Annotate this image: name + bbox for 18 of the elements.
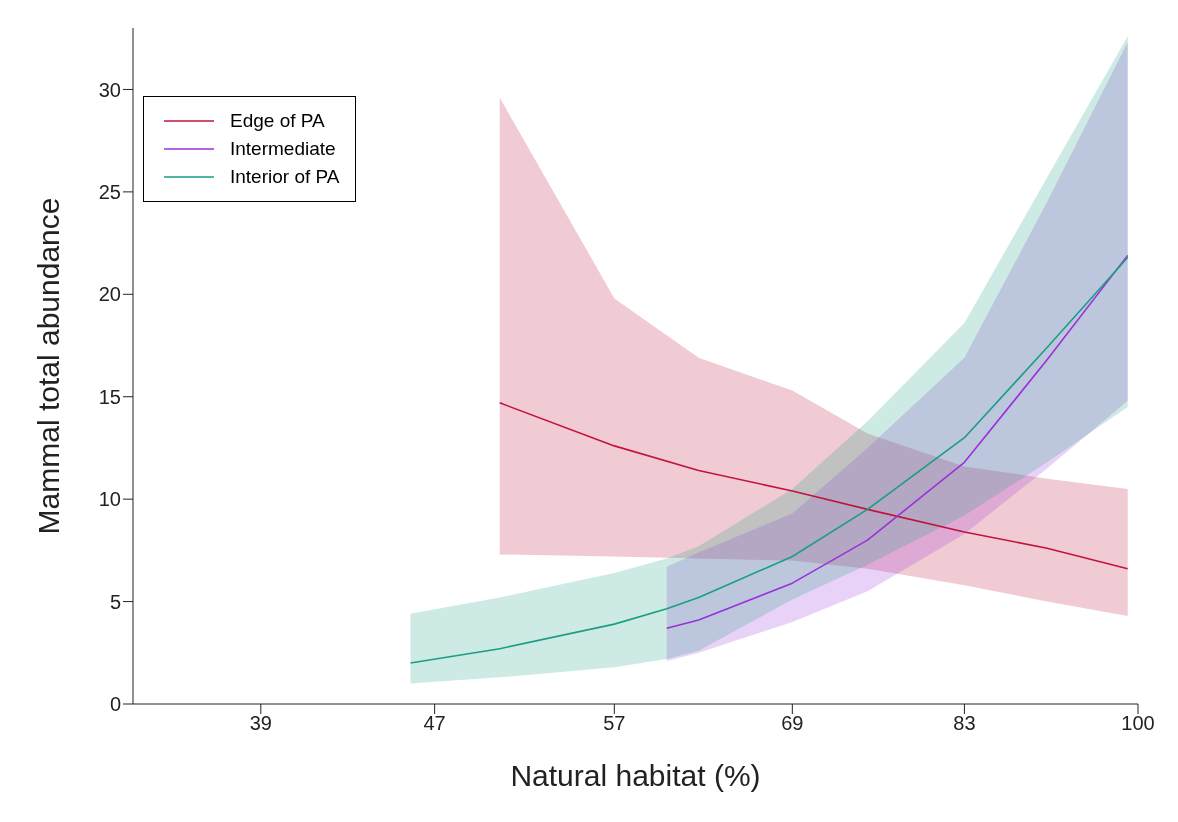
- y-tick-label: 30: [98, 78, 121, 101]
- x-tick-label: 39: [249, 712, 272, 735]
- x-tick-label: 69: [781, 712, 804, 735]
- x-tick-label: 47: [423, 712, 446, 735]
- legend-label: Intermediate: [230, 138, 336, 160]
- x-tick-label: 83: [953, 712, 976, 735]
- x-tick-label: 57: [603, 712, 626, 735]
- legend-label: Interior of PA: [230, 166, 340, 188]
- legend-label: Edge of PA: [230, 110, 325, 132]
- y-tick-label: 10: [98, 488, 121, 511]
- y-tick-label: 25: [98, 180, 121, 203]
- y-tick-label: 15: [98, 385, 121, 408]
- y-axis-title: Mammal total abundance: [31, 197, 65, 535]
- y-tick-label: 20: [98, 283, 121, 306]
- x-tick-label: 100: [1121, 712, 1155, 735]
- y-tick-label: 5: [109, 590, 121, 613]
- x-axis-title: Natural habitat (%): [510, 759, 761, 792]
- y-tick-label: 0: [109, 693, 121, 716]
